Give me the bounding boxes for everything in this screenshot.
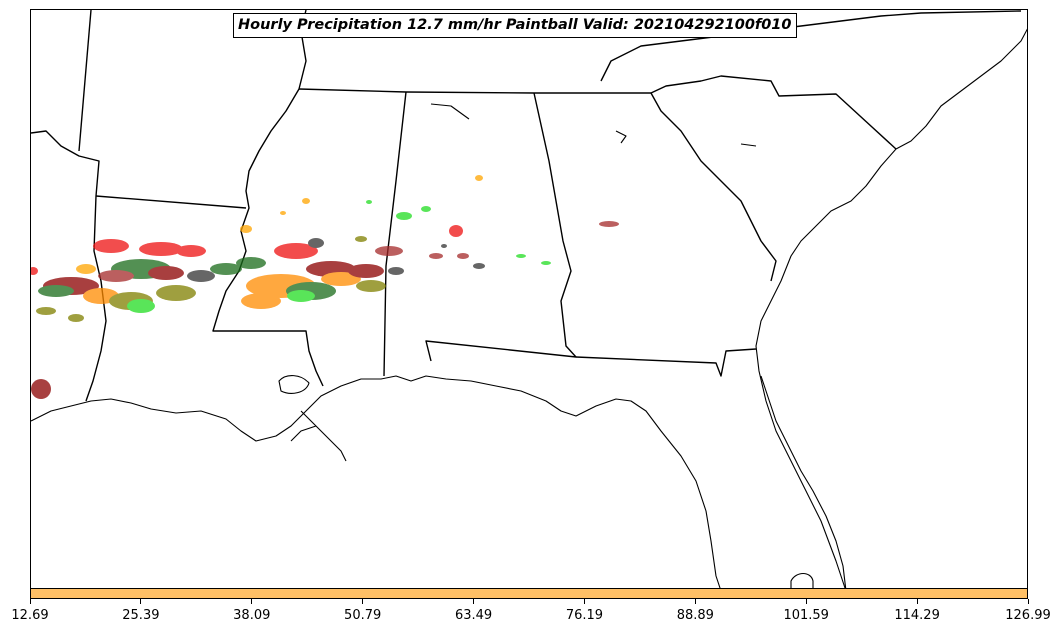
colorbar-tick-label: 101.59	[783, 608, 829, 623]
precip-blob	[375, 246, 403, 256]
precip-blob	[599, 221, 619, 227]
boundary-ms-al	[383, 91, 407, 377]
precip-blob	[541, 261, 551, 265]
boundary-al-ga	[425, 92, 577, 362]
precip-blob	[449, 225, 463, 237]
precip-blob	[274, 243, 318, 259]
precip-blob	[366, 200, 372, 204]
precip-blob	[210, 263, 242, 275]
colorbar-tick-label: 25.39	[122, 608, 160, 623]
precip-blob	[355, 236, 367, 242]
colorbar-tick-mark	[251, 599, 253, 604]
precip-blob	[302, 198, 310, 204]
precip-blob	[308, 238, 324, 248]
florida-peninsula	[760, 375, 847, 592]
boundary-ok-ar	[31, 130, 100, 197]
precip-blob	[76, 264, 96, 274]
precip-blob	[68, 314, 84, 322]
precip-blob	[127, 299, 155, 313]
precip-blob	[236, 257, 266, 269]
boundary-tx-la	[85, 195, 107, 402]
colorbar-tick-label: 88.89	[676, 608, 714, 623]
precip-blob	[241, 293, 281, 309]
state-boundaries	[31, 10, 1022, 402]
precip-paintballs	[31, 175, 619, 399]
precip-blob	[516, 254, 526, 258]
precip-blob	[396, 212, 412, 220]
precip-blob	[156, 285, 196, 301]
precip-blob	[139, 242, 183, 256]
map-canvas	[31, 10, 1027, 592]
lake-ga	[615, 130, 627, 144]
precip-blob	[31, 379, 51, 399]
colorbar-tick-mark	[362, 599, 364, 604]
precip-blob	[287, 290, 315, 302]
colorbar-tick-mark	[583, 599, 585, 604]
precip-blob	[348, 264, 384, 278]
coastline	[31, 28, 1027, 592]
colorbar-tick-label: 114.29	[894, 608, 940, 623]
precip-blob	[176, 245, 206, 257]
boundary-ga-sc	[650, 92, 777, 282]
precip-blob	[36, 307, 56, 315]
colorbar-tick-label: 38.09	[233, 608, 271, 623]
precip-blob	[421, 206, 431, 212]
lake-kentucky	[430, 103, 470, 120]
colorbar-tick-mark	[1027, 599, 1029, 604]
precip-blob	[31, 267, 38, 275]
precip-blob	[441, 244, 447, 248]
colorbar-tick-mark	[29, 599, 31, 604]
colorbar-tick-mark	[805, 599, 807, 604]
precip-blob	[429, 253, 443, 259]
colorbar	[30, 588, 1028, 599]
florida-east-coast	[755, 28, 1027, 592]
colorbar-tick-mark	[473, 599, 475, 604]
colorbar-tick-label: 76.19	[565, 608, 604, 623]
precip-blob	[98, 270, 134, 282]
boundary-tx-ok	[78, 10, 92, 152]
precip-blob	[38, 285, 74, 297]
precip-blob	[473, 263, 485, 269]
colorbar-tick-label: 50.79	[344, 608, 382, 623]
colorbar-tick-mark	[916, 599, 918, 604]
precip-blob	[148, 266, 184, 280]
mississippi-river	[212, 10, 324, 387]
precip-blob	[187, 270, 215, 282]
precip-blob	[475, 175, 483, 181]
colorbar-tick-label: 126.99	[1005, 608, 1051, 623]
colorbar-tick-label: 12.69	[11, 608, 49, 623]
colorbar-tick-mark	[694, 599, 696, 604]
boundary-nc-sc	[650, 75, 897, 150]
precip-blob	[280, 211, 286, 215]
precip-blob	[356, 280, 386, 292]
precip-blob	[321, 272, 361, 286]
map-panel	[30, 9, 1028, 599]
map-title: Hourly Precipitation 12.7 mm/hr Paintbal…	[233, 13, 797, 38]
louisiana-delta	[290, 410, 347, 462]
lake-sc	[740, 143, 757, 147]
gulf-coast	[31, 375, 722, 592]
colorbar-tick-mark	[140, 599, 142, 604]
precip-blob	[93, 239, 129, 253]
boundary-tn-south	[298, 88, 651, 94]
precip-blob	[240, 225, 252, 233]
precip-blob	[457, 253, 469, 259]
boundary-ga-fl	[575, 348, 757, 377]
colorbar-tick-label: 63.49	[454, 608, 493, 623]
lake-pontchartrain	[278, 375, 310, 394]
precip-blob	[388, 267, 404, 275]
boundary-ar-la	[95, 195, 247, 209]
